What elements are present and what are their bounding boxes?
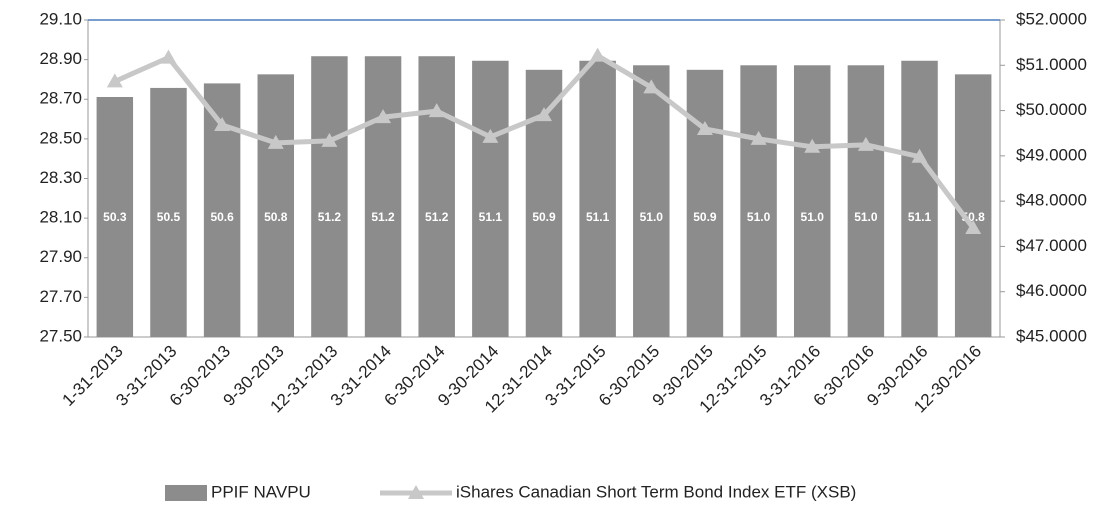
bar — [472, 60, 509, 337]
value-label: 50.9 — [532, 210, 556, 224]
value-label: 51.0 — [801, 210, 825, 224]
y-tick-label: 28.10 — [39, 208, 82, 227]
value-label: 51.0 — [854, 210, 878, 224]
marker — [750, 130, 767, 145]
bar — [150, 87, 187, 337]
bar — [96, 96, 134, 337]
y-tick-label: 28.30 — [39, 168, 82, 187]
value-label: 50.5 — [157, 210, 181, 224]
value-label: 50.6 — [210, 210, 234, 224]
value-label: 50.3 — [103, 210, 127, 224]
legend-marker — [408, 485, 424, 499]
marker — [482, 128, 499, 143]
bar — [579, 60, 616, 337]
marker — [321, 132, 338, 147]
legend-swatch — [165, 485, 207, 501]
y2-tick-label: $45.0000 — [1016, 326, 1087, 345]
bar — [793, 65, 831, 338]
marker — [375, 109, 392, 124]
value-label: 51.1 — [908, 210, 932, 224]
y-tick-label: 28.70 — [39, 89, 82, 108]
marker — [536, 107, 552, 122]
value-label: 50.8 — [264, 210, 288, 224]
bar — [633, 65, 670, 338]
value-label: 50.9 — [693, 210, 717, 224]
bar — [740, 65, 777, 338]
marker — [804, 138, 821, 153]
value-label: 51.2 — [425, 210, 449, 224]
y-tick-label: 28.90 — [39, 49, 82, 68]
y2-tick-label: $51.0000 — [1016, 55, 1087, 74]
bar — [257, 74, 295, 337]
marker — [643, 79, 660, 94]
marker — [696, 120, 713, 135]
marker — [267, 134, 284, 149]
y-tick-label: 29.10 — [39, 9, 82, 28]
marker — [857, 136, 874, 151]
y2-tick-label: $47.0000 — [1016, 236, 1087, 255]
bar — [686, 69, 724, 338]
value-label: 51.1 — [586, 210, 610, 224]
y2-tick-label: $46.0000 — [1016, 281, 1087, 300]
y-tick-label: 27.90 — [39, 247, 82, 266]
marker — [428, 103, 445, 118]
y2-tick-label: $49.0000 — [1016, 145, 1087, 164]
bar — [847, 65, 885, 338]
y-tick-label: 28.50 — [39, 128, 82, 147]
bar — [901, 60, 938, 337]
value-label: 51.2 — [371, 210, 395, 224]
marker — [106, 73, 123, 88]
y2-tick-label: $52.0000 — [1016, 9, 1087, 28]
legend-label: iShares Canadian Short Term Bond Index E… — [456, 482, 856, 501]
value-label: 51.0 — [747, 210, 771, 224]
value-label: 51.0 — [640, 210, 664, 224]
bar — [364, 56, 402, 337]
bar — [954, 74, 992, 337]
y2-tick-label: $50.0000 — [1016, 100, 1087, 119]
y-tick-label: 27.50 — [39, 326, 82, 345]
bar — [311, 56, 348, 337]
bar — [418, 56, 455, 337]
legend-label: PPIF NAVPU — [211, 482, 311, 501]
marker — [589, 47, 606, 62]
marker — [911, 148, 928, 163]
marker — [160, 49, 177, 64]
marker — [214, 117, 231, 132]
y2-tick-label: $48.0000 — [1016, 191, 1087, 210]
value-label: 51.1 — [479, 210, 503, 224]
value-label: 51.2 — [318, 210, 342, 224]
y-tick-label: 27.70 — [39, 287, 82, 306]
marker — [965, 220, 982, 235]
